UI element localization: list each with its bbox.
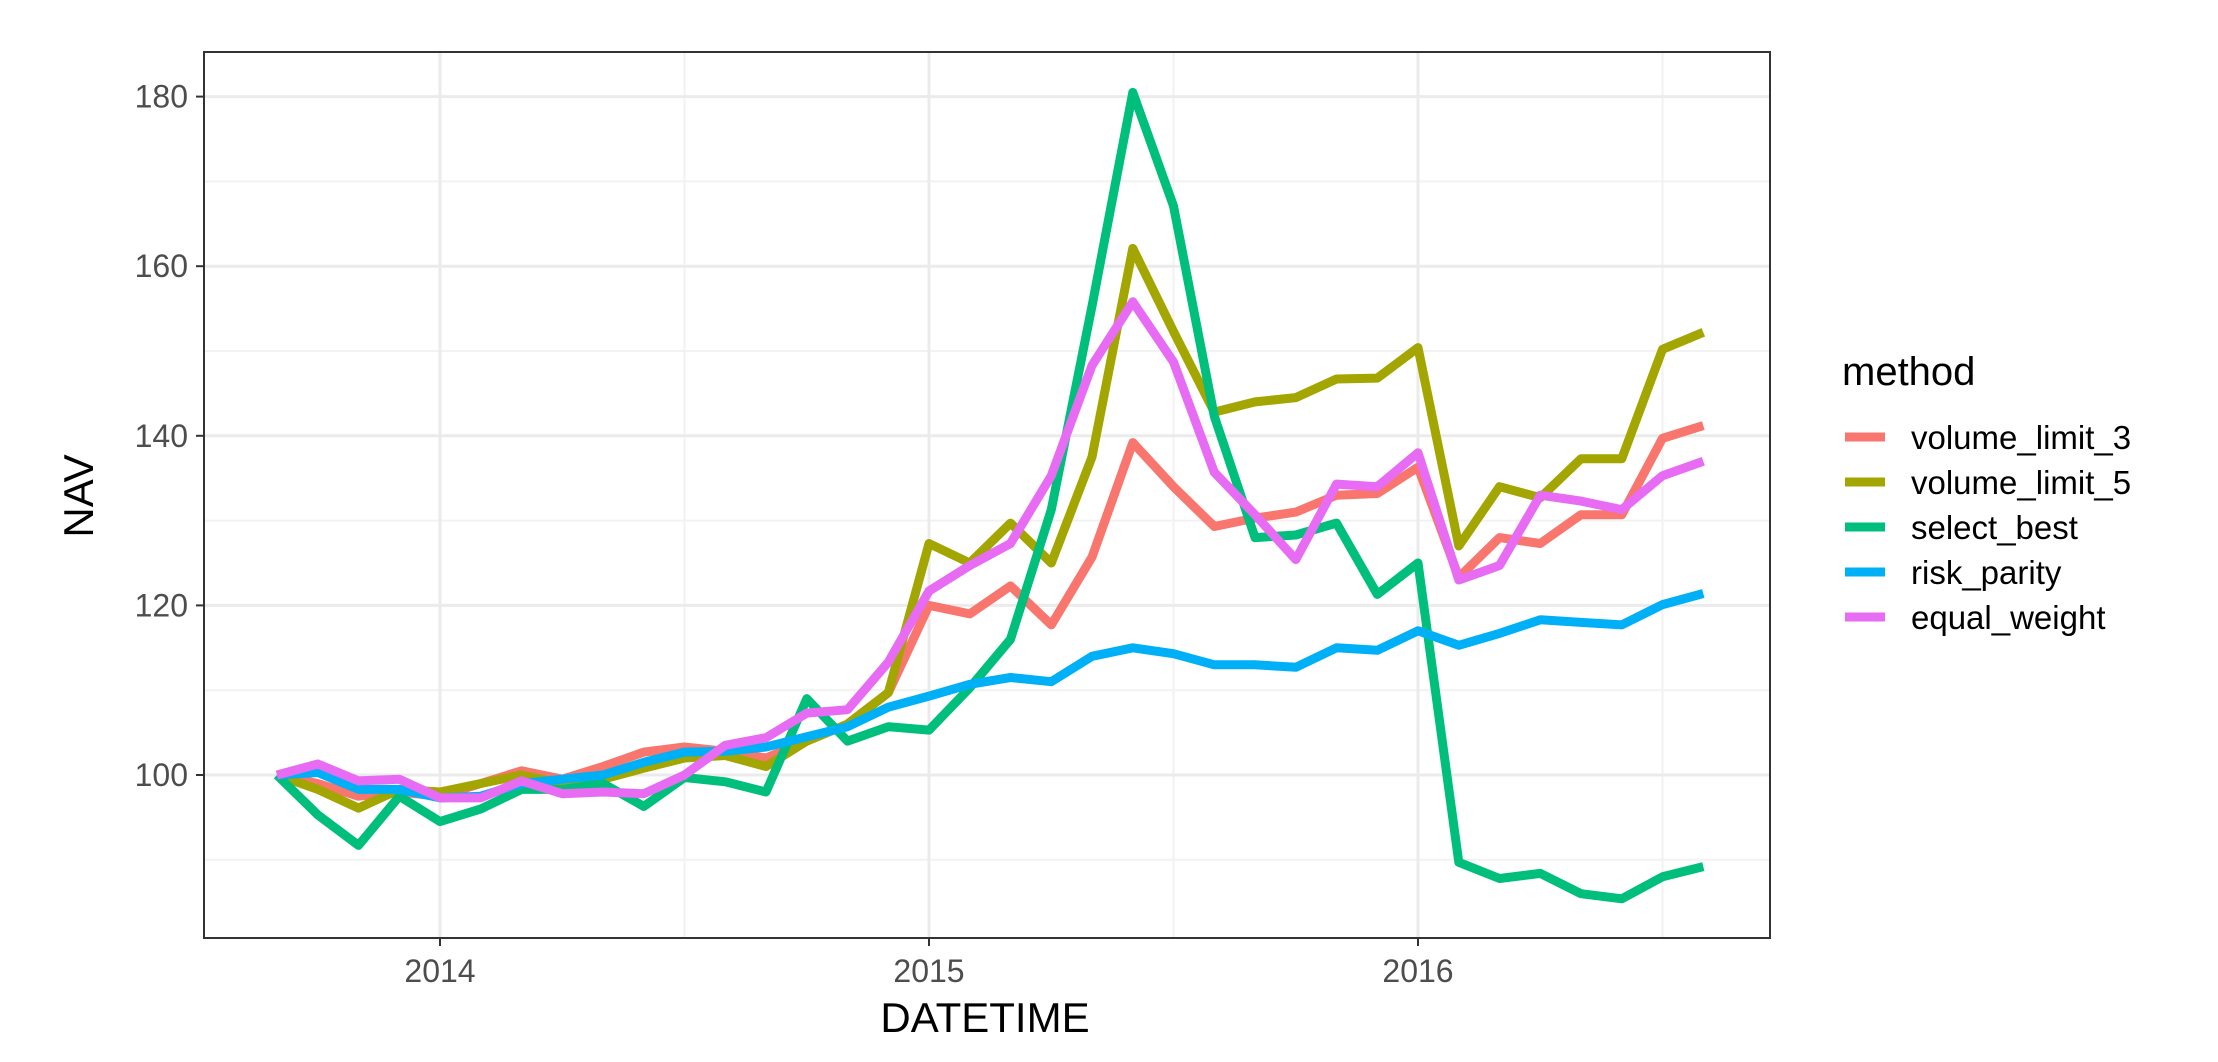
y-tick-label: 160	[135, 248, 188, 284]
y-tick-label: 140	[135, 418, 188, 454]
legend-label-select-best: select_best	[1911, 509, 2078, 546]
x-axis: 2014 2015 2016	[404, 938, 1454, 989]
y-axis-title: NAV	[55, 454, 102, 537]
legend-label-volume-limit-5: volume_limit_5	[1911, 464, 2131, 501]
legend: method volume_limit_3 volume_limit_5selec…	[1842, 350, 2131, 636]
y-tick-label: 100	[135, 757, 188, 793]
series-line-risk-parity	[276, 589, 1705, 803]
x-axis-title: DATETIME	[880, 994, 1089, 1041]
legend-title: method	[1842, 350, 1975, 394]
plot-panel-border	[203, 51, 1771, 939]
x-tick-label: 2016	[1382, 953, 1453, 989]
legend-label-equal-weight: equal_weight	[1911, 599, 2106, 636]
x-tick-label: 2014	[404, 953, 475, 989]
series-line-volume-limit-5	[275, 243, 1706, 813]
legend-label-risk-parity: risk_parity	[1911, 554, 2062, 591]
y-tick-label: 120	[135, 587, 188, 623]
series-line-select-best	[273, 87, 1705, 904]
series-lines	[273, 87, 1706, 904]
legend-label-volume-limit-3: volume_limit_3	[1911, 419, 2131, 456]
series-line-volume-limit-3	[276, 421, 1705, 801]
series-line-equal-weight	[275, 297, 1705, 803]
x-tick-label: 2015	[893, 953, 964, 989]
y-axis: 100 120 140 160 180	[135, 79, 204, 793]
y-tick-label: 180	[135, 79, 188, 115]
